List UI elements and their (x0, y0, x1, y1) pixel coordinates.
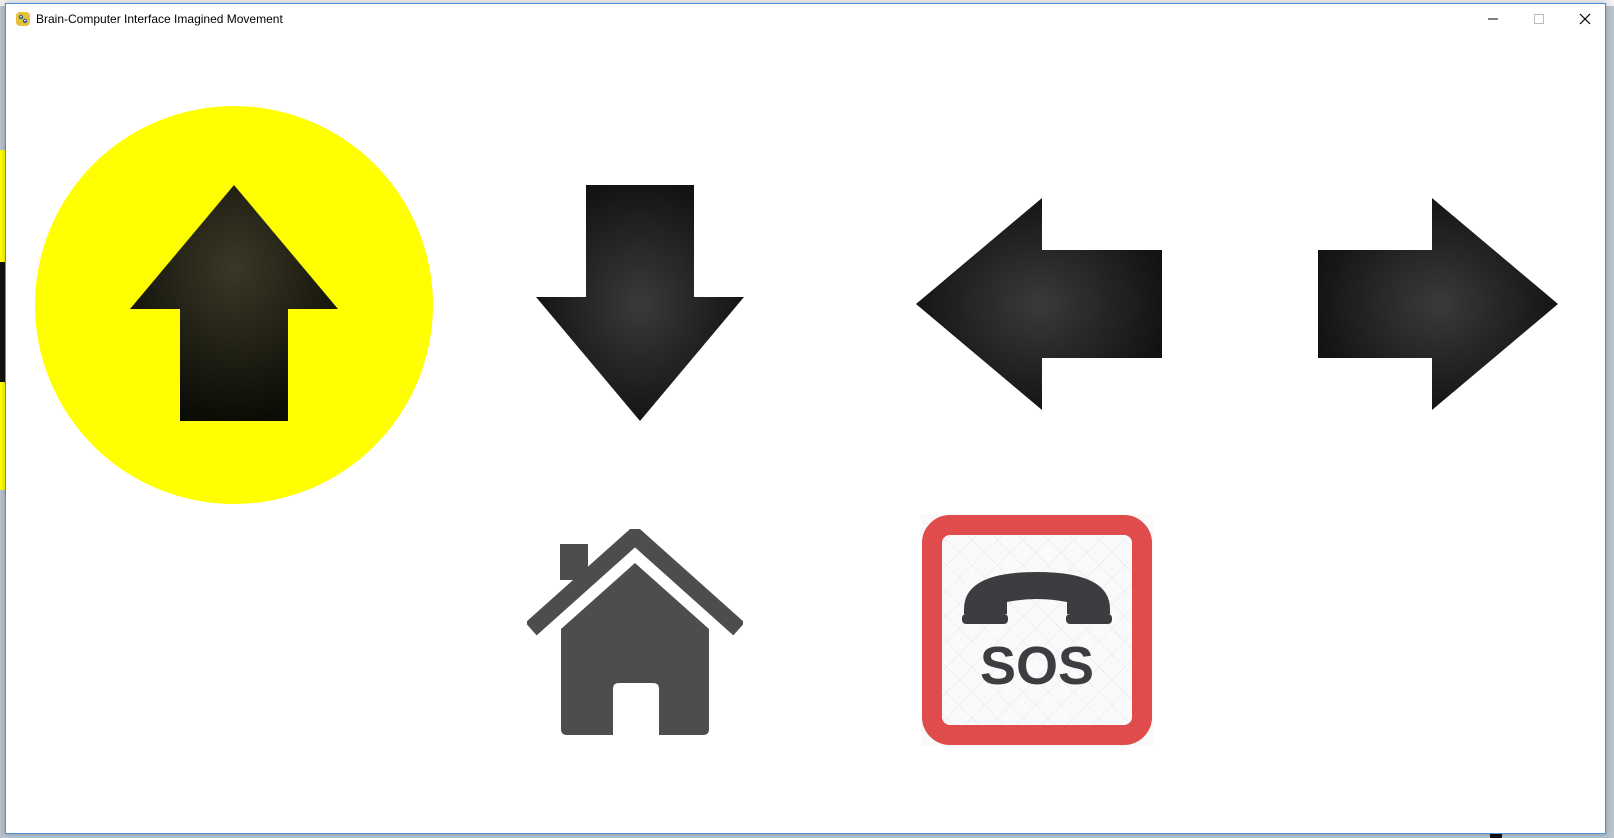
app-window: Brain-Computer Interface Imagined Moveme… (5, 3, 1606, 834)
maximize-button[interactable] (1516, 4, 1562, 34)
maximize-icon (1534, 14, 1544, 24)
background-dark-edge (1490, 832, 1502, 838)
arrow-up-icon (130, 185, 338, 421)
option-left[interactable] (916, 198, 1164, 410)
sos-label: SOS (980, 636, 1094, 696)
option-right[interactable] (1318, 198, 1558, 410)
close-button[interactable] (1562, 4, 1608, 34)
arrow-down-icon (536, 185, 744, 421)
minimize-button[interactable] (1470, 4, 1516, 34)
option-sos[interactable]: SOS (921, 514, 1153, 746)
arrow-right-icon (1318, 198, 1558, 410)
minimize-icon (1488, 18, 1498, 20)
python-icon (16, 12, 30, 26)
home-icon (525, 524, 745, 735)
background-black-edge (0, 262, 5, 382)
option-home[interactable] (525, 524, 745, 735)
window-title: Brain-Computer Interface Imagined Moveme… (36, 12, 283, 26)
title-bar[interactable]: Brain-Computer Interface Imagined Moveme… (6, 4, 1605, 34)
close-icon (1579, 13, 1591, 25)
arrow-left-icon (916, 198, 1162, 410)
sos-phone-icon: SOS (921, 514, 1153, 746)
bci-option-grid: SOS (6, 34, 1605, 833)
option-down[interactable] (530, 185, 750, 421)
option-up[interactable] (124, 185, 344, 421)
